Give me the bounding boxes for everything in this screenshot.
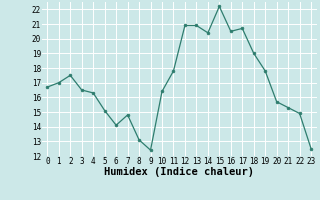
X-axis label: Humidex (Indice chaleur): Humidex (Indice chaleur) <box>104 167 254 177</box>
